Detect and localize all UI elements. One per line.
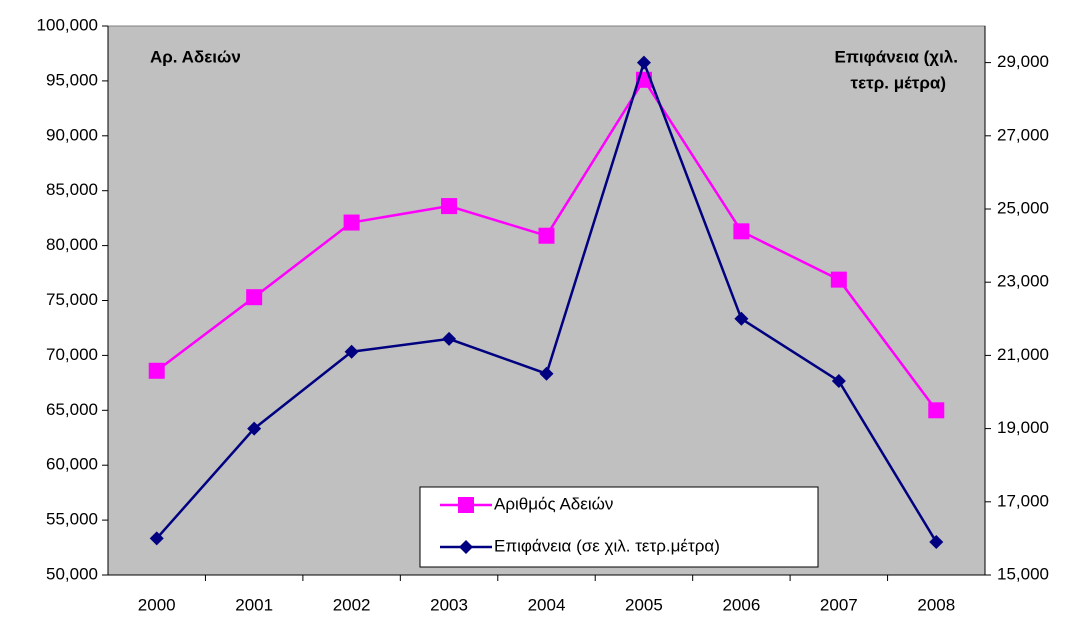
- legend-marker: [459, 540, 473, 554]
- y-tick-label: 80,000: [46, 235, 98, 254]
- data-point: [246, 289, 263, 306]
- data-point: [149, 531, 164, 546]
- data-point: [148, 362, 165, 379]
- data-point: [539, 366, 554, 381]
- x-tick-label: 2007: [820, 595, 858, 614]
- data-point: [344, 344, 359, 359]
- legend-marker: [458, 497, 474, 513]
- y2-axis-label: Επιφάνεια (χιλ.: [835, 47, 958, 66]
- data-point: [928, 402, 945, 419]
- x-tick-label: 2005: [625, 595, 663, 614]
- data-point: [343, 214, 360, 231]
- data-point: [831, 374, 846, 389]
- x-tick-label: 2008: [917, 595, 955, 614]
- x-tick-label: 2000: [138, 595, 176, 614]
- data-point: [247, 421, 262, 436]
- data-point: [442, 331, 457, 346]
- y2-tick-label: 21,000: [997, 345, 1049, 364]
- y-tick-label: 90,000: [46, 125, 98, 144]
- y-tick-label: 55,000: [46, 510, 98, 529]
- y2-tick-label: 19,000: [997, 418, 1049, 437]
- y-axis-label: Αρ. Αδειών: [150, 47, 241, 66]
- data-point: [636, 55, 651, 70]
- y2-tick-label: 25,000: [997, 198, 1049, 217]
- x-tick-label: 2004: [528, 595, 566, 614]
- y-tick-label: 70,000: [46, 345, 98, 364]
- y2-tick-label: 15,000: [997, 564, 1049, 583]
- y-tick-label: 75,000: [46, 290, 98, 309]
- y2-tick-label: 27,000: [997, 125, 1049, 144]
- y2-tick-label: 17,000: [997, 491, 1049, 510]
- legend-box: [419, 486, 819, 568]
- data-point: [538, 227, 555, 244]
- legend-label: Αριθμός Αδειών: [494, 494, 613, 513]
- legend-label: Επιφάνεια (σε χιλ. τετρ.μέτρα): [494, 536, 720, 555]
- y2-tick-label: 23,000: [997, 272, 1049, 291]
- data-point: [733, 223, 750, 240]
- y-tick-label: 60,000: [46, 455, 98, 474]
- x-tick-label: 2001: [235, 595, 273, 614]
- x-tick-label: 2002: [333, 595, 371, 614]
- data-point: [441, 198, 458, 215]
- data-point: [929, 535, 944, 550]
- y2-tick-label: 29,000: [997, 52, 1049, 71]
- y-tick-label: 65,000: [46, 400, 98, 419]
- y2-axis-label: τετρ. μέτρα): [851, 73, 947, 92]
- data-point: [830, 271, 847, 288]
- y-tick-label: 50,000: [46, 564, 98, 583]
- y-tick-label: 95,000: [46, 70, 98, 89]
- y-tick-label: 85,000: [46, 180, 98, 199]
- data-point: [734, 311, 749, 326]
- y-tick-label: 100,000: [37, 15, 98, 34]
- x-tick-label: 2006: [722, 595, 760, 614]
- x-tick-label: 2003: [430, 595, 468, 614]
